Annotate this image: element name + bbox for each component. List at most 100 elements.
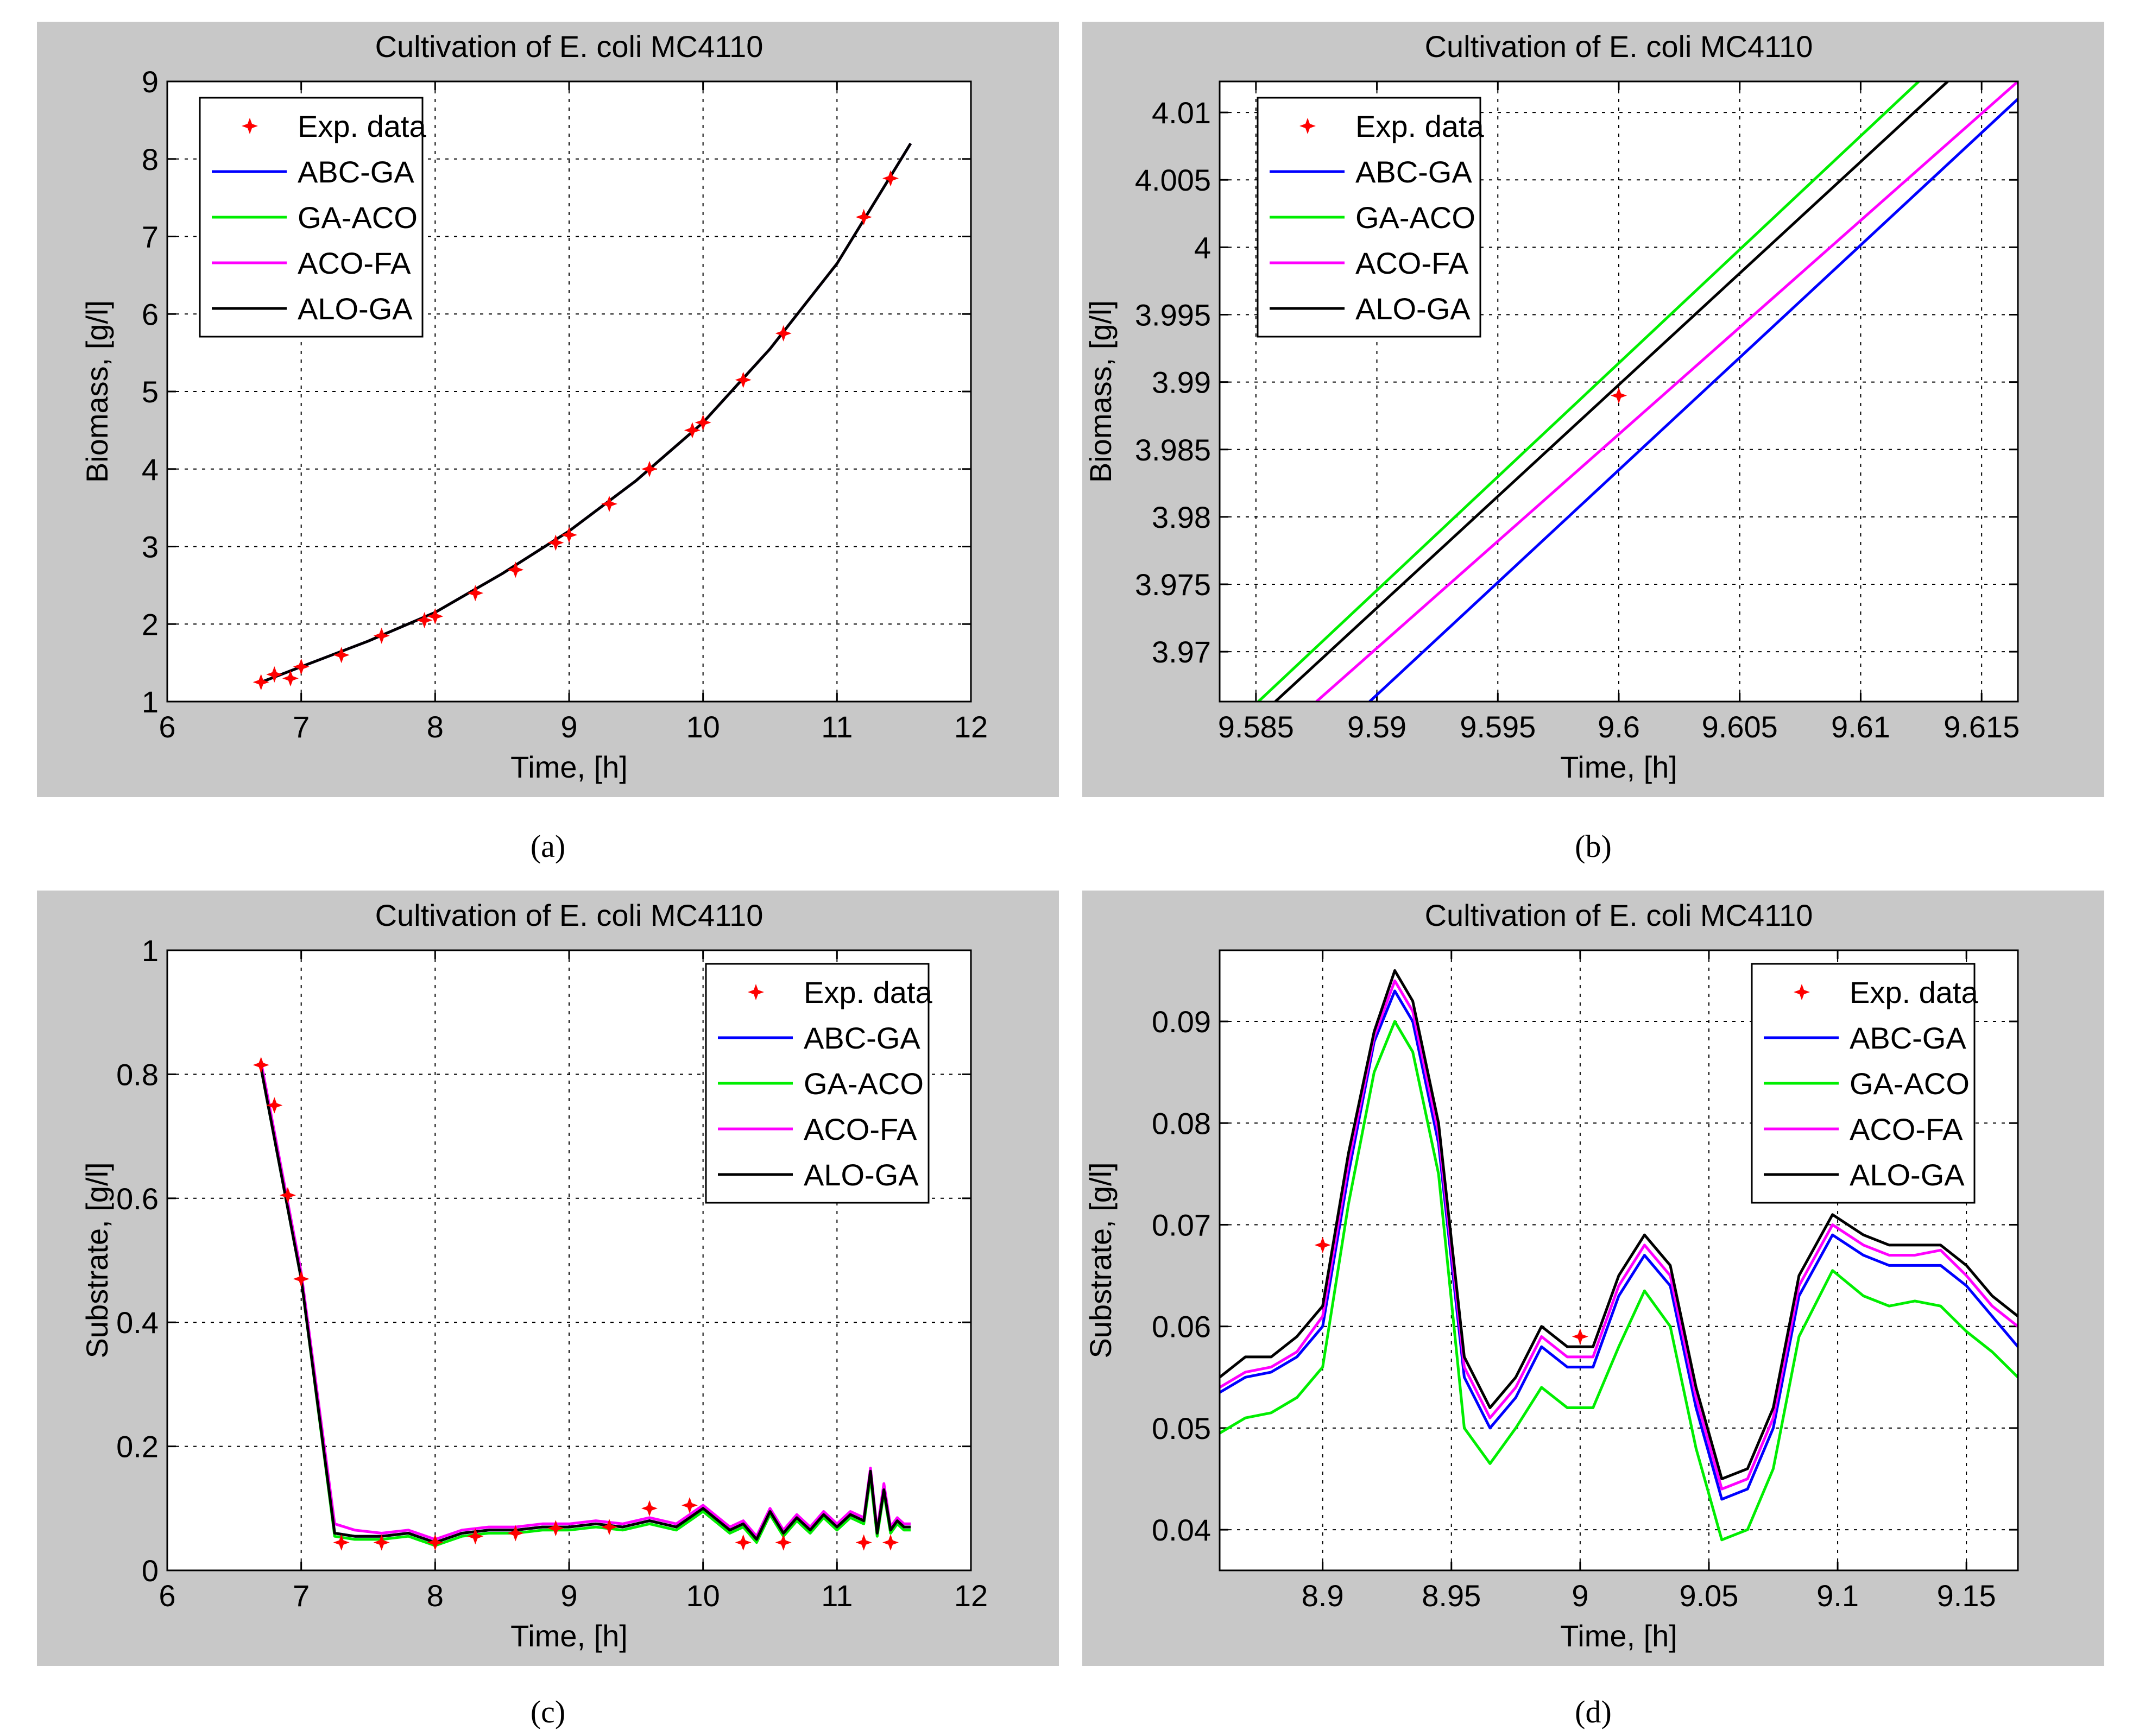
exp-data-point (547, 534, 564, 551)
x-tick-label: 9.585 (1218, 710, 1294, 744)
x-tick-label: 9 (560, 710, 577, 744)
exp-data-point (601, 496, 617, 512)
x-tick-label: 12 (954, 710, 988, 744)
exp-data-point (253, 1057, 269, 1074)
series-line-aco-fa (1220, 979, 2018, 1491)
axes-box-b (1219, 80, 2019, 703)
y-tick-label: 4 (1194, 230, 1211, 264)
y-tick-label: 3.975 (1135, 567, 1211, 602)
y-tick-label: 7 (142, 220, 159, 254)
series-group-c (253, 1057, 911, 1551)
y-axis-label: Biomass, [g/l] (80, 300, 114, 483)
panel-caption-b: (b) (1575, 829, 1612, 864)
x-tick-label: 9.1 (1816, 1579, 1859, 1613)
series-group-d (1220, 969, 2018, 1542)
legend-entry-label: ACO-FA (1850, 1112, 1963, 1146)
grid-a (166, 80, 972, 703)
exp-data-point (253, 674, 269, 691)
x-tick-label: 8.9 (1302, 1579, 1344, 1613)
x-tick-label: 12 (954, 1579, 988, 1613)
legend-entry-label: Exp. data (804, 975, 932, 1009)
legend-entry-label: ABC-GA (804, 1021, 920, 1055)
legend-entry-label: ALO-GA (1355, 292, 1471, 326)
legend-entry-label: ABC-GA (1850, 1021, 1966, 1055)
exp-data-point (561, 527, 577, 544)
x-axis-label: Time, [h] (510, 1619, 628, 1653)
x-tick-label: 9.15 (1937, 1579, 1996, 1613)
legend-entry-label: GA-ACO (298, 200, 418, 235)
y-tick-label: 3 (142, 530, 159, 564)
exp-data-point (601, 1519, 617, 1536)
exp-data-point (735, 371, 752, 388)
exp-data-point (507, 1525, 524, 1542)
legend-entry-label: ABC-GA (1355, 155, 1472, 189)
exp-data-point (293, 658, 310, 675)
x-tick-label: 10 (686, 1579, 720, 1613)
x-tick-label: 9 (560, 1579, 577, 1613)
legend-d: Exp. data ABC-GA GA-ACO ACO-FA ALO-GA (1751, 963, 1978, 1204)
x-tick-label: 9.605 (1702, 710, 1778, 744)
y-tick-label: 5 (142, 375, 159, 409)
y-tick-label: 1 (142, 685, 159, 719)
y-tick-label: 1 (142, 933, 159, 968)
y-tick-label: 0.06 (1152, 1310, 1211, 1344)
chart-title: Cultivation of E. coli MC4110 (375, 29, 764, 64)
chart-panel-d: 8.9 8.95 9 9.05 9.1 9.15 0.04 0.05 0.06 0.07 0.08 0… (1083, 898, 2019, 1653)
y-tick-label: 4 (142, 452, 159, 487)
legend-a: Exp. data ABC-GA GA-ACO ACO-FA ALO-GA (199, 97, 426, 338)
exp-data-point (695, 414, 711, 431)
exp-data-point (293, 1271, 310, 1287)
legend-entry-label: ALO-GA (1850, 1158, 1965, 1192)
x-tick-label: 9.6 (1598, 710, 1640, 744)
exp-data-point (282, 670, 299, 687)
exp-data-point (684, 422, 701, 439)
legend-entry-label: ACO-FA (1355, 246, 1469, 280)
chart-title: Cultivation of E. coli MC4110 (1425, 29, 1813, 64)
exp-data-point (333, 1534, 350, 1551)
series-group-a (253, 142, 912, 691)
y-axis-label: Substrate, [g/l] (1083, 1162, 1118, 1358)
y-tick-label: 0.09 (1152, 1005, 1211, 1039)
x-tick-label: 9.05 (1679, 1579, 1738, 1613)
x-axis-label: Time, [h] (510, 750, 628, 784)
legend-entry-label: GA-ACO (1355, 200, 1475, 235)
x-tick-label: 6 (159, 1579, 175, 1613)
legend-entry-label: ALO-GA (298, 292, 413, 326)
y-tick-label: 4.005 (1135, 163, 1211, 197)
legend-marker-exp-data (242, 118, 258, 134)
panel-caption-d: (d) (1575, 1694, 1612, 1729)
axes-box-a (166, 80, 972, 703)
x-tick-label: 10 (686, 710, 720, 744)
series-group-b (1257, 81, 2018, 702)
x-tick-label: 11 (821, 710, 853, 744)
y-axis-label: Substrate, [g/l] (80, 1162, 114, 1358)
y-tick-label: 0.6 (116, 1182, 159, 1216)
legend-entry-label: GA-ACO (1850, 1066, 1970, 1101)
x-tick-label: 9.61 (1831, 710, 1890, 744)
x-tick-label: 9.595 (1460, 710, 1536, 744)
y-tick-label: 2 (142, 607, 159, 641)
legend-entry-label: ALO-GA (804, 1158, 919, 1192)
series-line-alo-ga (1274, 81, 1949, 702)
y-tick-label: 3.995 (1135, 298, 1211, 332)
legend-entry-label: GA-ACO (804, 1066, 924, 1101)
y-tick-label: 0.08 (1152, 1106, 1211, 1140)
series-line-abc-ga (1368, 98, 2018, 702)
chart-title: Cultivation of E. coli MC4110 (375, 898, 764, 932)
exp-data-point (280, 1187, 296, 1204)
legend-box (1257, 97, 1481, 338)
exp-data-point (373, 627, 390, 644)
axes-box-d (1219, 949, 2019, 1571)
x-axis-label: Time, [h] (1560, 1619, 1677, 1653)
y-tick-label: 3.98 (1152, 500, 1211, 534)
panel-caption-c: (c) (531, 1694, 565, 1729)
grid-d (1220, 950, 2018, 1570)
y-tick-label: 3.99 (1152, 365, 1211, 400)
exp-data-point (373, 1534, 390, 1551)
exp-data-point (641, 1500, 658, 1517)
exp-data-point (682, 1497, 698, 1514)
series-line-alo-ga (1220, 969, 2018, 1480)
legend-marker-exp-data (1794, 984, 1810, 1000)
y-tick-label: 4.01 (1152, 96, 1211, 130)
legend-c: Exp. data ABC-GA GA-ACO ACO-FA ALO-GA (705, 963, 932, 1204)
